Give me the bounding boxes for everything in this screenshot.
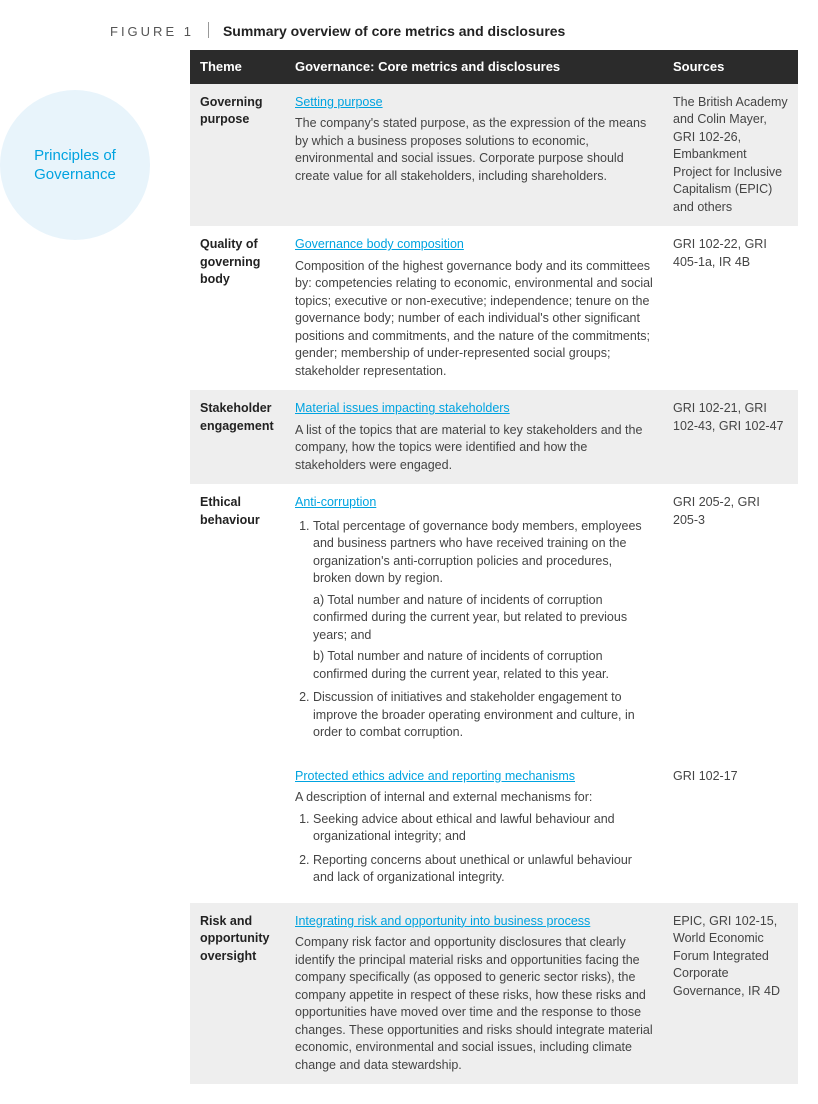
metric-link[interactable]: Governance body composition xyxy=(295,236,464,254)
sources-cell: GRI 205-2, GRI 205-3 xyxy=(663,484,798,758)
principles-badge: Principles of Governance xyxy=(0,90,150,240)
col-metrics: Governance: Core metrics and disclosures xyxy=(285,50,663,84)
metric-description: A list of the topics that are material t… xyxy=(295,422,653,475)
metric-description: Company risk factor and opportunity disc… xyxy=(295,934,653,1074)
list-subitem: a) Total number and nature of incidents … xyxy=(313,592,653,645)
table-row: Protected ethics advice and reporting me… xyxy=(190,758,798,903)
theme-cell: Risk and opportunity oversight xyxy=(190,903,285,1085)
table-body: Governing purpose Setting purpose The comp… xyxy=(190,84,798,1085)
table-row: Risk and opportunity oversight Integratin… xyxy=(190,903,798,1085)
metrics-cell: Integrating risk and opportunity into bu… xyxy=(285,903,663,1085)
metric-description: A description of internal and external m… xyxy=(295,789,653,807)
theme-cell: Stakeholder engagement xyxy=(190,390,285,484)
table-row: Stakeholder engagementMaterial issues im… xyxy=(190,390,798,484)
metrics-cell: Protected ethics advice and reporting me… xyxy=(285,758,663,903)
metric-link[interactable]: Material issues impacting stakeholders xyxy=(295,400,510,418)
metrics-cell: Setting purpose The company's stated purp… xyxy=(285,84,663,227)
metrics-table: Theme Governance: Core metrics and discl… xyxy=(190,50,798,1085)
badge-text: Principles of Governance xyxy=(0,146,150,185)
sources-cell: GRI 102-17 xyxy=(663,758,798,903)
header-divider xyxy=(208,22,209,38)
theme-cell: Governing purpose xyxy=(190,84,285,227)
col-sources: Sources xyxy=(663,50,798,84)
list-item: Seeking advice about ethical and lawful … xyxy=(313,811,653,846)
sources-cell: GRI 102-22, GRI 405-1a, IR 4B xyxy=(663,226,798,390)
metric-link[interactable]: Protected ethics advice and reporting me… xyxy=(295,768,575,786)
metric-description: The company's stated purpose, as the exp… xyxy=(295,115,653,185)
metric-list: Seeking advice about ethical and lawful … xyxy=(295,811,653,887)
list-subitem: b) Total number and nature of incidents … xyxy=(313,648,653,683)
metric-link[interactable]: Integrating risk and opportunity into bu… xyxy=(295,913,590,931)
list-item: Reporting concerns about unethical or un… xyxy=(313,852,653,887)
metric-description: Composition of the highest governance bo… xyxy=(295,258,653,381)
table-row: Quality of governing bodyGovernance body… xyxy=(190,226,798,390)
figure-title: Summary overview of core metrics and dis… xyxy=(223,22,565,42)
table-row: Ethical behaviour Anti-corruption Total pe… xyxy=(190,484,798,758)
sources-cell: GRI 102-21, GRI 102-43, GRI 102-47 xyxy=(663,390,798,484)
col-theme: Theme xyxy=(190,50,285,84)
metrics-cell: Anti-corruption Total percentage of gover… xyxy=(285,484,663,758)
metrics-cell: Material issues impacting stakeholders A … xyxy=(285,390,663,484)
figure-label: FIGURE 1 xyxy=(110,23,194,41)
sources-cell: EPIC, GRI 102-15, World Economic Forum I… xyxy=(663,903,798,1085)
table-row: Governing purpose Setting purpose The comp… xyxy=(190,84,798,227)
metric-link[interactable]: Anti-corruption xyxy=(295,494,376,512)
list-item: Discussion of initiatives and stakeholde… xyxy=(313,689,653,742)
theme-cell: Quality of governing body xyxy=(190,226,285,390)
metrics-cell: Governance body composition Composition o… xyxy=(285,226,663,390)
theme-cell: Ethical behaviour xyxy=(190,484,285,758)
table-header-row: Theme Governance: Core metrics and discl… xyxy=(190,50,798,84)
figure-header: FIGURE 1 Summary overview of core metric… xyxy=(110,20,798,42)
theme-cell xyxy=(190,758,285,903)
metric-link[interactable]: Setting purpose xyxy=(295,94,383,112)
metrics-table-wrap: Theme Governance: Core metrics and discl… xyxy=(190,50,798,1085)
sources-cell: The British Academy and Colin Mayer, GRI… xyxy=(663,84,798,227)
metric-list: Total percentage of governance body memb… xyxy=(295,518,653,742)
list-item: Total percentage of governance body memb… xyxy=(313,518,653,684)
